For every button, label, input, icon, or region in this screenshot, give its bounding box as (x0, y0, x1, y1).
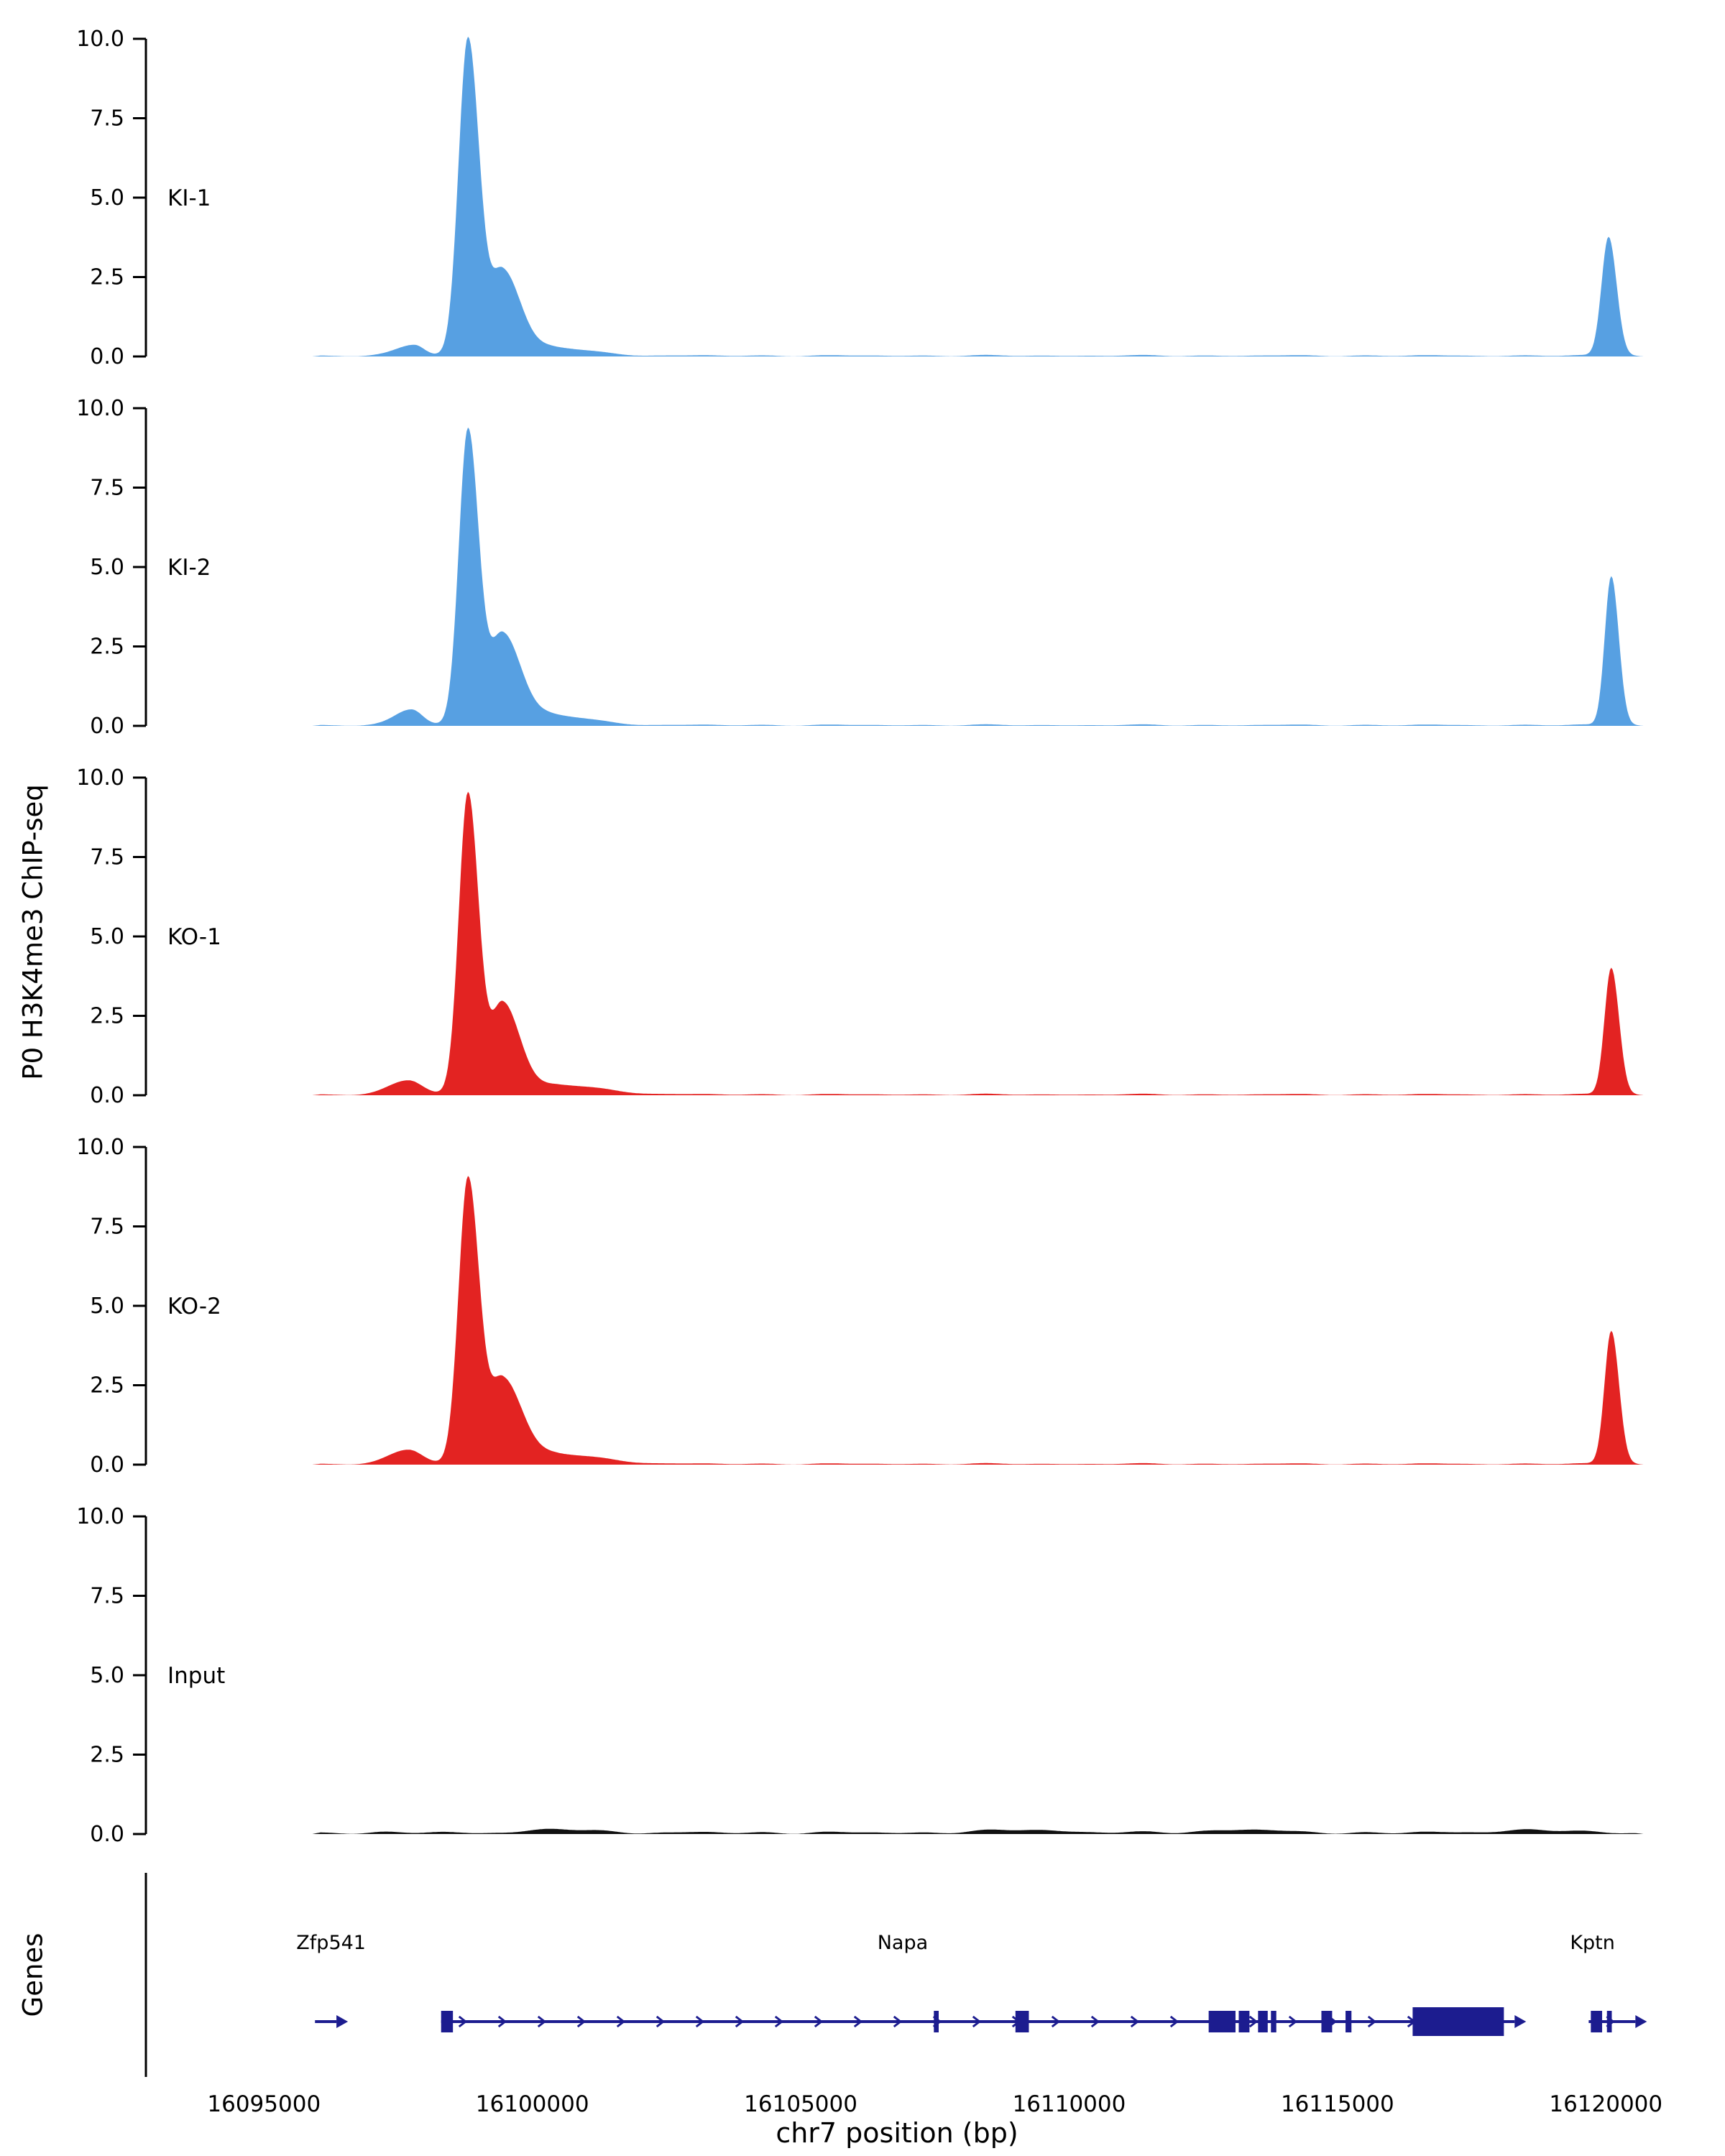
track-KI-1: 10.0 7.5 5.0 2.5 0.0 KI-1 (0, 9, 1725, 378)
strand-arrow-icon (1051, 2015, 1061, 2028)
strand-arrow-icon (1169, 2015, 1179, 2028)
gene-label: Zfp541 (296, 1932, 366, 1954)
strand-arrow-icon (656, 2015, 666, 2028)
genes-plot: Zfp541 Napa Kptn (144, 1873, 1647, 2077)
exon-box (1321, 2011, 1333, 2032)
y-tick-label: 7.5 (90, 476, 124, 501)
y-tick-label: 0.0 (90, 1083, 124, 1108)
track-label: KI-2 (167, 555, 211, 581)
exon-box (1412, 2007, 1504, 2036)
gene-direction-arrow-icon (336, 2015, 349, 2028)
strand-arrow-icon (1130, 2015, 1140, 2028)
gene-direction-arrow-icon (1514, 2015, 1527, 2028)
strand-arrow-icon (814, 2015, 824, 2028)
y-tick-label: 0.0 (90, 344, 124, 369)
strand-arrow-icon (695, 2015, 705, 2028)
y-tick-label: 5.0 (90, 1663, 124, 1688)
track-plot: 10.0 7.5 5.0 2.5 0.0 Input (76, 1504, 1644, 1847)
track-label: KI-1 (167, 185, 211, 211)
signal-area (312, 37, 1644, 356)
y-tick-label: 2.5 (90, 1743, 124, 1768)
genes-panel: Zfp541 Napa Kptn (0, 1867, 1725, 2083)
strand-arrow-icon (616, 2015, 626, 2028)
exon-box (1606, 2011, 1612, 2032)
gene-direction-arrow-icon (1635, 2015, 1647, 2028)
strand-arrow-icon (497, 2015, 507, 2028)
track-plot: 10.0 7.5 5.0 2.5 0.0 KI-2 (76, 396, 1644, 739)
signal-area (312, 791, 1644, 1095)
gene-label: Napa (878, 1932, 928, 1954)
track-KI-2: 10.0 7.5 5.0 2.5 0.0 KI-2 (0, 378, 1725, 747)
x-tick-label: 16120000 (1549, 2091, 1662, 2117)
x-axis-tick-labels: 16095000 16100000 16105000 16110000 16115000… (207, 2091, 1662, 2117)
track-plot: 10.0 7.5 5.0 2.5 0.0 KO-1 (76, 765, 1644, 1108)
track-label: Input (167, 1663, 225, 1689)
track-Input: 10.0 7.5 5.0 2.5 0.0 Input (0, 1486, 1725, 1856)
strand-arrow-icon (735, 2015, 745, 2028)
signal-area (312, 427, 1644, 726)
exon-box (1271, 2011, 1276, 2032)
y-tick-label: 5.0 (90, 924, 124, 949)
y-tick-label: 10.0 (76, 1135, 124, 1160)
strand-arrow-icon (1367, 2015, 1377, 2028)
x-tick-label: 16100000 (476, 2091, 589, 2117)
track-plot: 10.0 7.5 5.0 2.5 0.0 KI-1 (76, 27, 1644, 369)
y-tick-label: 5.0 (90, 555, 124, 580)
strand-arrow-icon (1248, 2015, 1259, 2028)
y-tick-label: 0.0 (90, 1452, 124, 1478)
y-tick-label: 7.5 (90, 1584, 124, 1609)
x-tick-label: 16095000 (207, 2091, 321, 2117)
exon-box (1591, 2011, 1603, 2032)
gene-label: Kptn (1570, 1932, 1615, 1954)
strand-arrow-icon (458, 2015, 468, 2028)
x-axis-label: chr7 position (bp) (776, 2117, 1018, 2149)
y-tick-label: 10.0 (76, 1504, 124, 1529)
exon-box (1015, 2011, 1029, 2032)
y-tick-label: 7.5 (90, 1215, 124, 1240)
signal-area (312, 1828, 1644, 1834)
y-tick-label: 7.5 (90, 106, 124, 132)
y-tick-label: 10.0 (76, 765, 124, 791)
x-tick-label: 16105000 (744, 2091, 857, 2117)
signal-tracks-container: 10.0 7.5 5.0 2.5 0.0 KI-1 10.0 7.5 5.0 2.5 0.0 KI-2… (0, 9, 1725, 1856)
strand-arrow-icon (853, 2015, 863, 2028)
y-tick-label: 5.0 (90, 1294, 124, 1319)
exon-box (1258, 2011, 1268, 2032)
exon-box (934, 2011, 939, 2032)
strand-arrow-icon (893, 2015, 903, 2028)
y-tick-label: 2.5 (90, 635, 124, 660)
strand-arrow-icon (774, 2015, 784, 2028)
y-tick-label: 10.0 (76, 396, 124, 421)
exon-box (1208, 2011, 1236, 2032)
y-tick-label: 2.5 (90, 1004, 124, 1029)
exon-box (1346, 2011, 1352, 2032)
y-tick-label: 7.5 (90, 845, 124, 870)
y-tick-label: 0.0 (90, 714, 124, 739)
y-tick-label: 5.0 (90, 185, 124, 211)
strand-arrow-icon (576, 2015, 586, 2028)
track-label: KO-2 (167, 1294, 221, 1319)
track-plot: 10.0 7.5 5.0 2.5 0.0 KO-2 (76, 1135, 1644, 1478)
track-KO-2: 10.0 7.5 5.0 2.5 0.0 KO-2 (0, 1117, 1725, 1486)
strand-arrow-icon (972, 2015, 982, 2028)
y-tick-label: 2.5 (90, 1373, 124, 1399)
exon-box (441, 2011, 454, 2032)
strand-arrow-icon (537, 2015, 547, 2028)
y-tick-label: 0.0 (90, 1822, 124, 1847)
x-tick-label: 16115000 (1281, 2091, 1394, 2117)
track-KO-1: 10.0 7.5 5.0 2.5 0.0 KO-1 (0, 747, 1725, 1117)
exon-box (1238, 2011, 1250, 2032)
strand-arrow-icon (1288, 2015, 1298, 2028)
strand-arrow-icon (1090, 2015, 1100, 2028)
signal-area (312, 1176, 1644, 1465)
track-label: KO-1 (167, 924, 221, 950)
y-tick-label: 2.5 (90, 265, 124, 290)
y-tick-label: 10.0 (76, 27, 124, 52)
x-tick-label: 16110000 (1013, 2091, 1126, 2117)
